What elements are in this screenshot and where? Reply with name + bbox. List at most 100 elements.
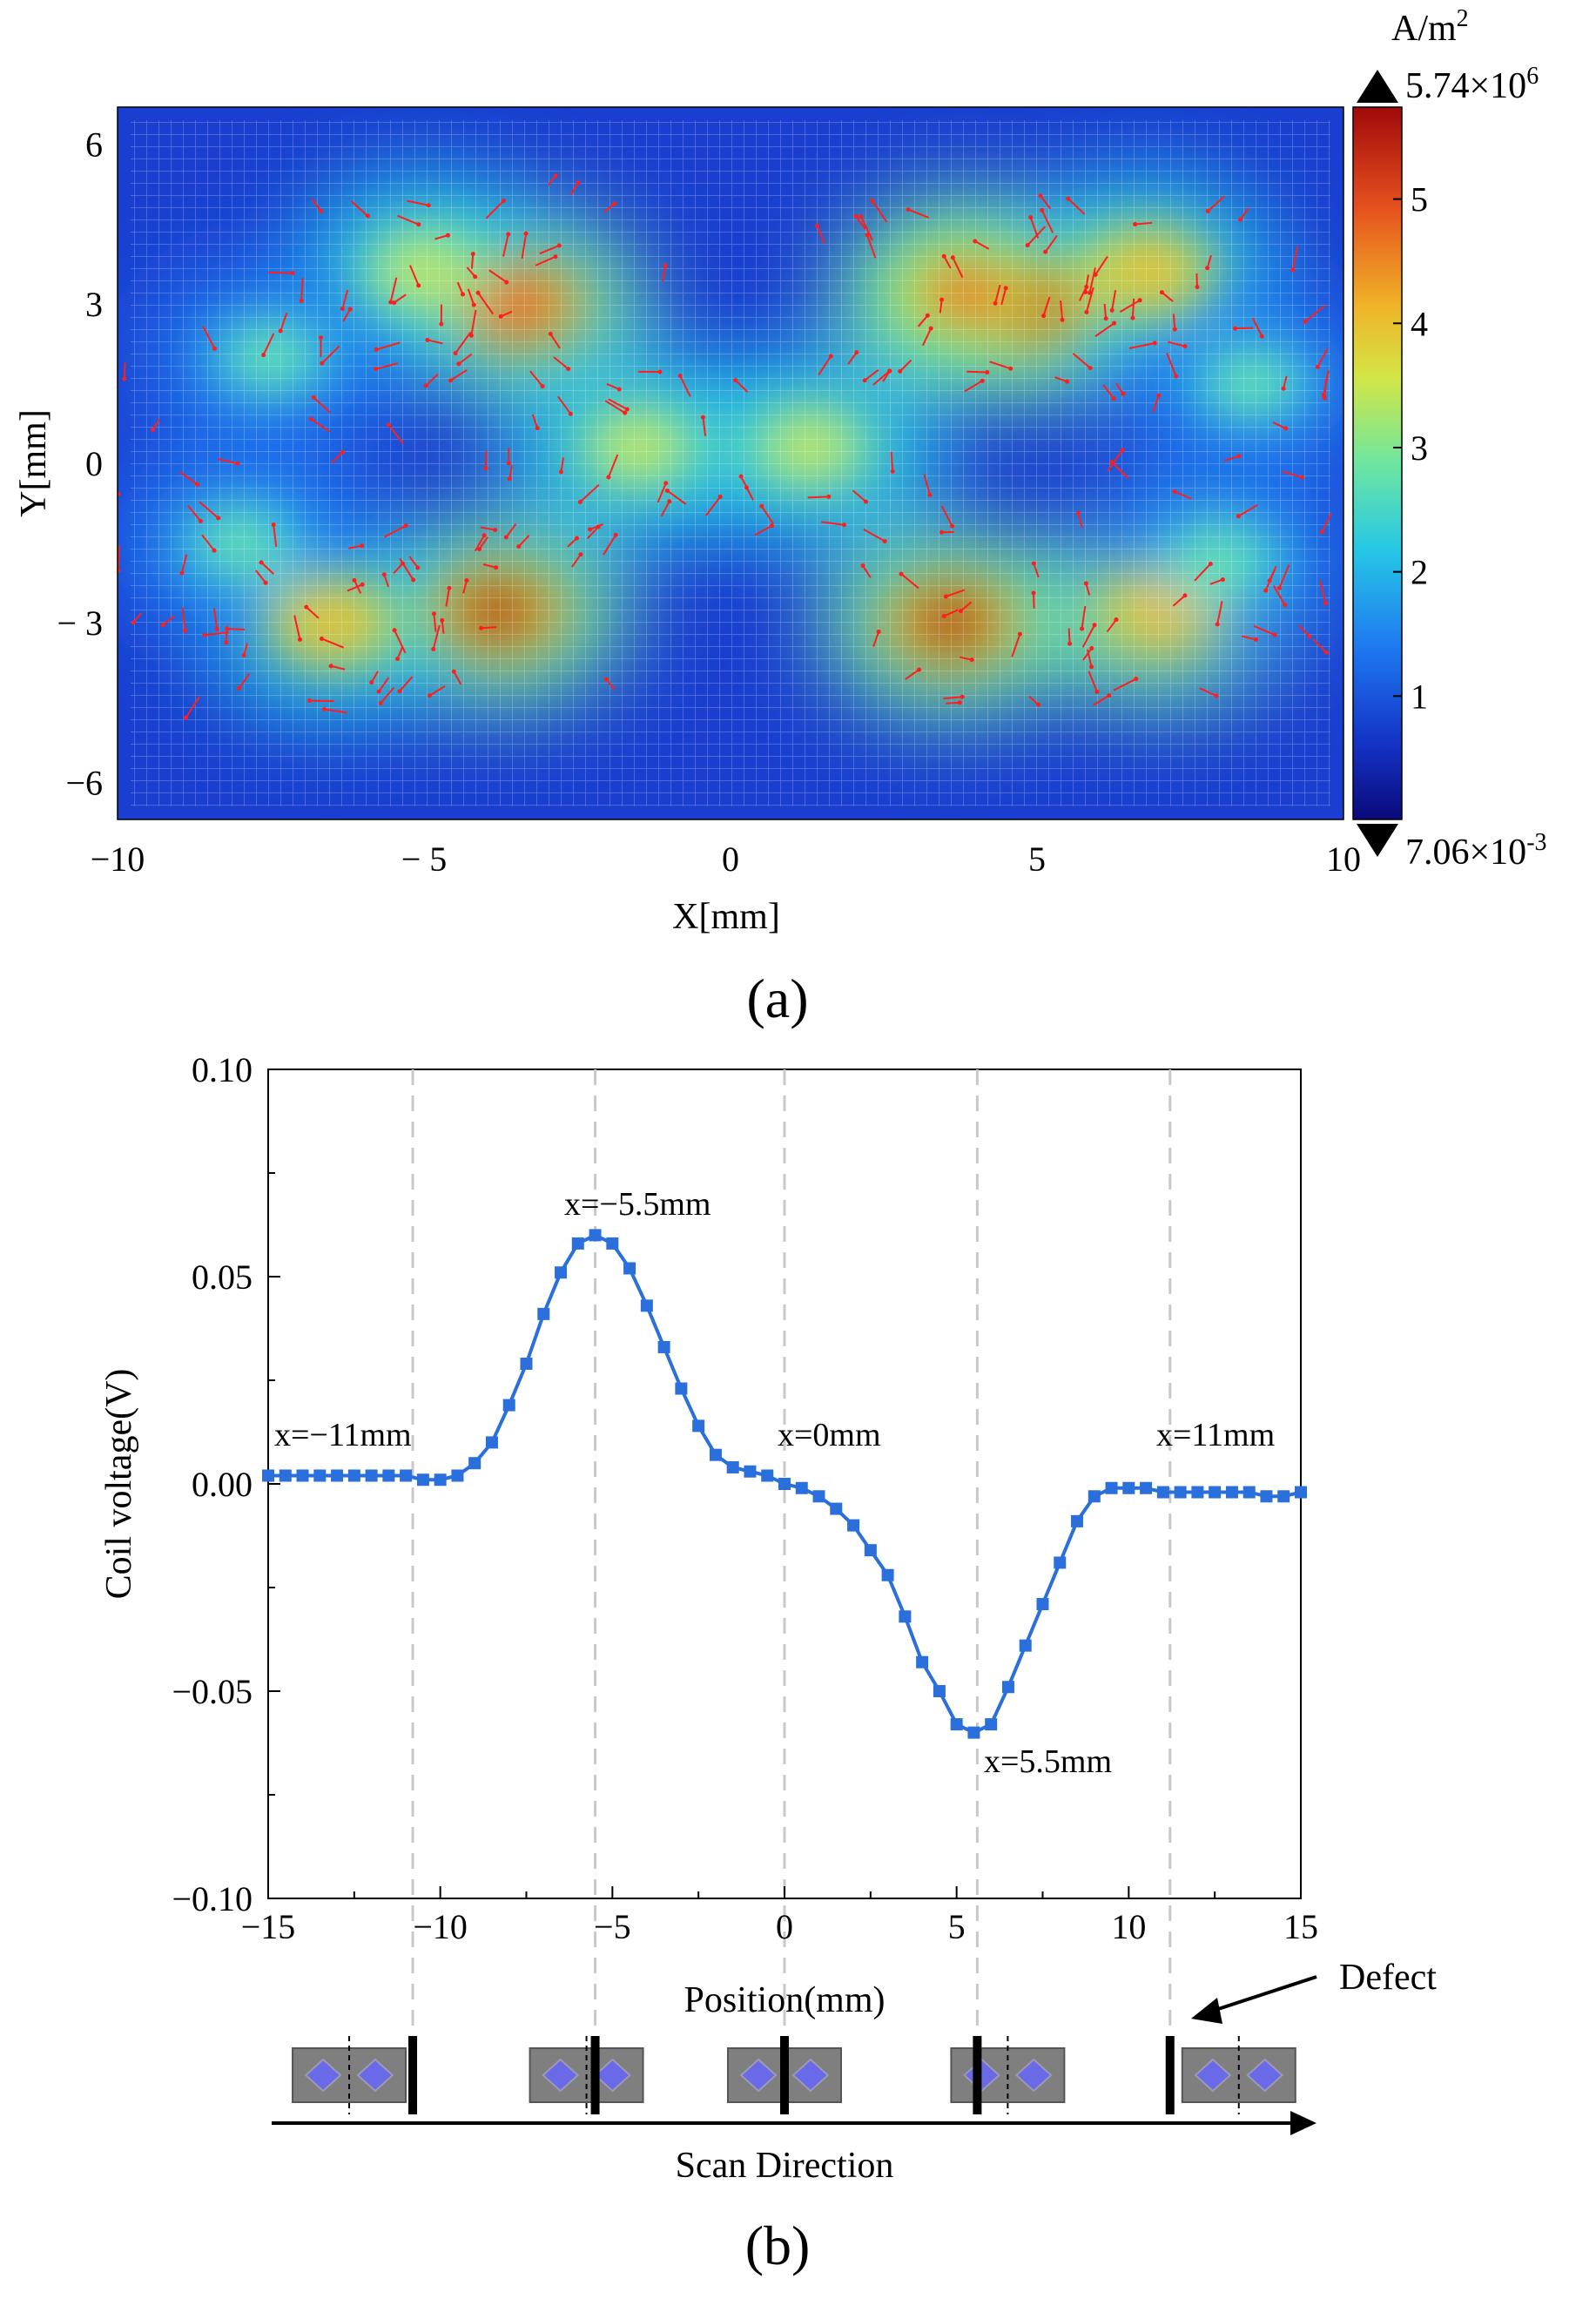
current-arrow-head bbox=[612, 201, 617, 206]
current-arrow-head bbox=[498, 314, 503, 319]
current-arrow bbox=[397, 214, 420, 226]
current-arrow-head bbox=[1111, 396, 1116, 401]
defect-marker bbox=[408, 2036, 418, 2114]
current-arrow bbox=[852, 489, 867, 502]
current-arrow bbox=[273, 524, 278, 547]
current-arrow bbox=[518, 535, 530, 548]
current-arrow bbox=[974, 240, 990, 250]
data-point bbox=[640, 1299, 653, 1312]
current-arrow-head bbox=[1043, 249, 1048, 254]
current-arrow bbox=[1194, 563, 1212, 582]
current-arrow bbox=[330, 664, 346, 671]
current-arrow-head bbox=[862, 378, 867, 383]
current-arrow bbox=[1081, 605, 1087, 630]
current-arrow-head bbox=[386, 422, 391, 428]
data-point bbox=[726, 1460, 739, 1473]
data-point bbox=[485, 1436, 498, 1449]
current-arrow bbox=[350, 200, 369, 217]
y-tick-label: 0.00 bbox=[192, 1465, 253, 1504]
annotation-label: x=−11mm bbox=[274, 1417, 412, 1453]
current-arrow bbox=[441, 620, 445, 634]
defect-label: Defect bbox=[1339, 1958, 1437, 1998]
current-arrow bbox=[1135, 221, 1153, 226]
current-arrow-head bbox=[183, 628, 188, 633]
current-arrow bbox=[199, 501, 219, 519]
probe-schematic bbox=[727, 2036, 842, 2114]
current-arrow bbox=[1312, 638, 1327, 653]
probe-schematic bbox=[529, 2036, 644, 2114]
current-arrow-head bbox=[81, 591, 85, 596]
current-arrow bbox=[1113, 678, 1137, 691]
data-point bbox=[692, 1419, 705, 1433]
current-arrow bbox=[579, 483, 600, 503]
data-point bbox=[657, 1340, 670, 1353]
current-arrow bbox=[745, 487, 754, 501]
current-arrow-head bbox=[502, 199, 507, 204]
current-arrow-head bbox=[603, 677, 609, 682]
current-density-map: −10 − 5 0 5 10 6 3 0 − 3 −6 X[mm] Y[mm] A/m2 5.7… bbox=[14, 5, 1547, 1029]
current-arrow-head bbox=[309, 416, 314, 421]
current-arrow bbox=[477, 292, 495, 315]
data-point bbox=[331, 1469, 344, 1482]
current-arrow bbox=[162, 615, 175, 626]
current-arrow-head bbox=[319, 208, 324, 213]
colorbar-tick-labels: 5 4 3 2 1 bbox=[1393, 180, 1428, 716]
current-arrow bbox=[84, 577, 88, 593]
current-arrow-head bbox=[576, 180, 581, 185]
current-arrow bbox=[531, 414, 539, 428]
current-arrow-head bbox=[558, 469, 563, 475]
current-arrow-head bbox=[1152, 340, 1157, 346]
current-arrow bbox=[1077, 513, 1083, 529]
current-arrow-head bbox=[744, 485, 749, 490]
current-arrow-head bbox=[507, 476, 512, 482]
current-arrow-head bbox=[1031, 590, 1036, 596]
current-arrow-head bbox=[950, 523, 955, 529]
current-arrow bbox=[354, 579, 362, 594]
current-arrow bbox=[807, 496, 829, 499]
current-arrow bbox=[1237, 504, 1258, 517]
current-arrow-head bbox=[340, 449, 345, 455]
current-arrow-head bbox=[1303, 319, 1308, 324]
data-point bbox=[1295, 1486, 1307, 1499]
current-arrow bbox=[1239, 207, 1249, 220]
current-arrow-head bbox=[448, 378, 453, 383]
current-arrow-head bbox=[1159, 290, 1164, 295]
data-point bbox=[434, 1473, 447, 1487]
current-arrow bbox=[964, 380, 983, 393]
current-arrow-head bbox=[865, 233, 870, 238]
current-arrow bbox=[1088, 671, 1098, 692]
current-arrow bbox=[760, 505, 774, 524]
current-arrow-head bbox=[535, 426, 540, 431]
current-arrow bbox=[279, 313, 288, 332]
current-arrow bbox=[1272, 421, 1287, 429]
current-arrow bbox=[557, 395, 572, 415]
current-arrow bbox=[1111, 290, 1117, 311]
current-arrow bbox=[1152, 394, 1160, 414]
position-annotations: x=−11mm x=−5.5mm x=0mm x=5.5mm x=11mm bbox=[274, 1186, 1275, 1780]
current-arrow-head bbox=[440, 617, 445, 623]
current-arrow bbox=[872, 370, 891, 386]
current-arrow-head bbox=[958, 609, 963, 614]
data-point bbox=[1140, 1481, 1153, 1494]
current-arrow bbox=[606, 382, 620, 390]
current-arrow bbox=[521, 233, 528, 259]
current-arrow-head bbox=[663, 263, 668, 268]
current-arrow-head bbox=[160, 623, 165, 628]
current-arrow-head bbox=[271, 522, 276, 528]
current-arrow-head bbox=[1205, 266, 1210, 271]
data-point bbox=[468, 1457, 481, 1470]
current-arrow bbox=[226, 627, 245, 630]
current-arrow bbox=[1207, 195, 1226, 212]
coil-element bbox=[542, 2058, 580, 2093]
current-arrow bbox=[907, 208, 929, 219]
current-arrow-head bbox=[381, 572, 387, 577]
current-arrow bbox=[607, 454, 619, 478]
current-arrow bbox=[409, 265, 420, 287]
current-arrow-head bbox=[1094, 689, 1100, 694]
current-arrow-head bbox=[470, 252, 475, 257]
current-arrow-head bbox=[1028, 215, 1034, 220]
y-tick-label: −0.05 bbox=[172, 1672, 253, 1711]
current-arrow-head bbox=[860, 563, 865, 569]
current-arrow-head bbox=[677, 374, 683, 379]
current-arrow-head bbox=[828, 354, 833, 359]
